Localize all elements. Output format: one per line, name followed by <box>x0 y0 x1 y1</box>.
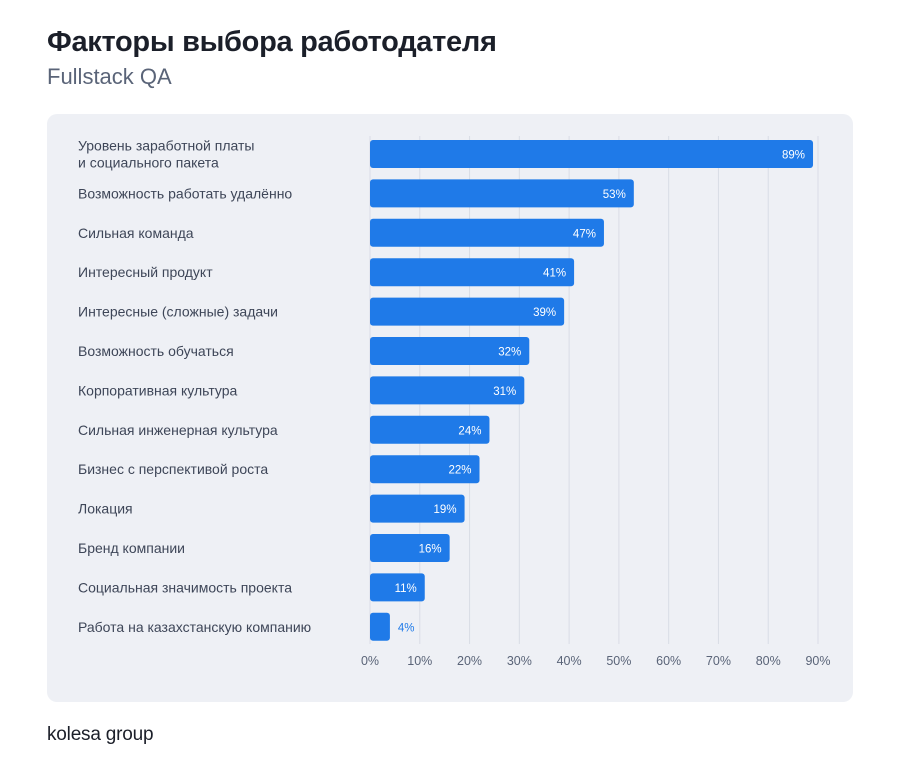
bar-chart: 0% 10% 20% 30% 40% 50% 60% 70% 80% 90% 89% Уровень … <box>78 136 831 668</box>
bar-value-label: 4% <box>398 622 415 634</box>
bar <box>370 534 450 562</box>
x-tick-label: 0% <box>361 654 379 668</box>
chart-panel: 0% 10% 20% 30% 40% 50% 60% 70% 80% 90% 89% Уровень … <box>47 114 853 702</box>
category-label: Уровень заработной платы <box>78 138 254 154</box>
x-tick-label: 80% <box>756 654 781 668</box>
x-tick-label: 90% <box>805 654 830 668</box>
bar <box>370 376 525 405</box>
category-label: Социальная значимость проекта <box>78 579 292 595</box>
category-label: Корпоративная культура <box>78 382 238 398</box>
bar-value-label: 41% <box>543 268 566 280</box>
category-label: Интересный продукт <box>78 264 213 280</box>
bar-value-label: 89% <box>782 150 805 162</box>
chart-title: Факторы выбора работодателя <box>47 26 497 58</box>
bar-value-label: 32% <box>498 347 521 359</box>
x-tick-label: 60% <box>656 654 681 668</box>
category-label: Локация <box>78 501 133 517</box>
category-label: Интересные (сложные) задачи <box>78 304 278 320</box>
bar-value-label: 19% <box>434 504 457 516</box>
bar <box>370 612 390 641</box>
bar <box>370 337 530 365</box>
x-tick-label: 50% <box>606 654 631 668</box>
brand-logo-text: kolesa group <box>47 724 154 745</box>
bar <box>370 573 425 602</box>
bar <box>370 297 565 326</box>
x-tick-label: 10% <box>407 654 432 668</box>
category-label: Бренд компании <box>78 540 185 556</box>
bar <box>370 218 604 247</box>
bar-value-label: 11% <box>395 583 417 595</box>
bar <box>370 415 490 444</box>
bar <box>370 494 465 523</box>
x-tick-label: 30% <box>507 654 532 668</box>
bar-value-label: 16% <box>419 544 442 556</box>
category-label: Бизнес с перспективой роста <box>78 461 268 477</box>
category-label: и социального пакета <box>78 155 219 171</box>
category-label: Сильная инженерная культура <box>78 422 278 438</box>
category-label: Сильная команда <box>78 225 194 241</box>
x-tick-label: 20% <box>457 654 482 668</box>
bar-value-label: 24% <box>458 425 481 437</box>
category-label: Возможность работать удалённо <box>78 185 292 201</box>
bar-value-label: 53% <box>603 189 626 201</box>
bar <box>370 258 575 287</box>
category-label: Работа на казахстанскую компанию <box>78 619 311 635</box>
category-label: Возможность обучаться <box>78 343 234 359</box>
bar-value-label: 47% <box>573 228 596 240</box>
bar-value-label: 22% <box>448 465 471 477</box>
chart-subtitle: Fullstack QA <box>47 64 172 89</box>
x-tick-label: 40% <box>557 654 582 668</box>
bar <box>370 455 480 484</box>
bar <box>370 140 814 168</box>
bar-value-label: 39% <box>533 307 556 319</box>
bar-value-label: 31% <box>493 386 516 398</box>
x-tick-label: 70% <box>706 654 731 668</box>
bar <box>370 179 634 208</box>
